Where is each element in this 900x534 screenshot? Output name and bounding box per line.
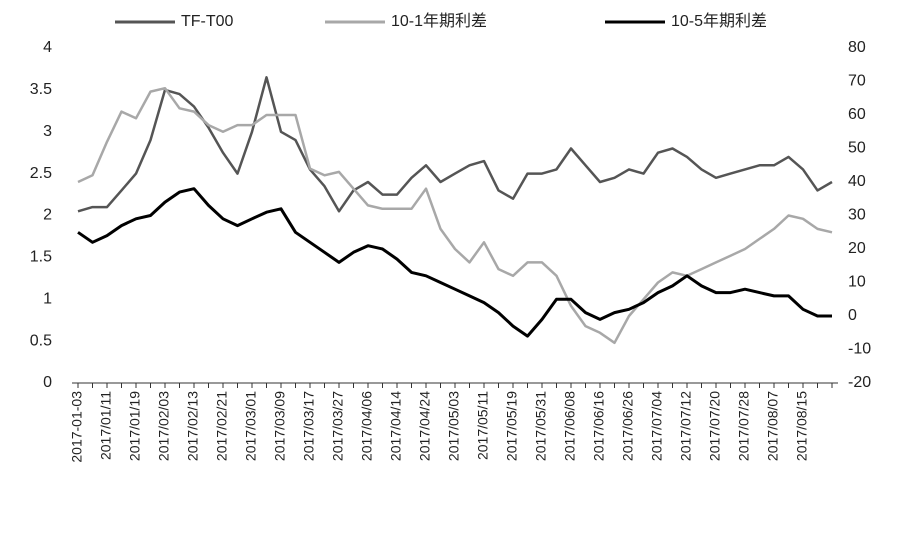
y-tick-label: 3: [43, 123, 52, 140]
y2-tick-label: 20: [848, 240, 866, 257]
y-tick-label: 0: [43, 374, 52, 391]
y-tick-label: 1: [43, 290, 52, 307]
x-tick-label: 2017/05/03: [446, 391, 462, 461]
x-tick-label: 2017/07/12: [678, 391, 694, 461]
series-line: [77, 187, 832, 338]
x-tick-label: 2017/06/08: [562, 391, 578, 461]
y2-tick-label: -10: [848, 341, 871, 358]
x-tick-label: 2017/05/11: [475, 391, 491, 460]
x-tick-label: 2017/07/20: [707, 391, 723, 461]
y2-tick-label: -20: [848, 374, 871, 391]
x-tick-label: 2017-01-03: [69, 391, 85, 463]
y2-tick-label: 10: [848, 274, 866, 291]
y2-tick-label: 40: [848, 173, 866, 190]
x-tick-label: 2017/02/13: [185, 391, 201, 461]
y2-tick-label: 80: [848, 39, 866, 56]
y-tick-label: 4: [43, 39, 52, 56]
x-tick-label: 2017/01/11: [98, 391, 114, 460]
x-tick-label: 2017/06/16: [591, 391, 607, 461]
x-tick-label: 2017/03/01: [243, 391, 259, 461]
x-tick-label: 2017/03/09: [272, 391, 288, 461]
y2-tick-label: 70: [848, 73, 866, 90]
y-tick-label: 2: [43, 207, 52, 224]
x-tick-label: 2017/07/04: [649, 391, 665, 461]
x-tick-label: 2017/07/28: [736, 391, 752, 461]
y-tick-label: 0.5: [30, 332, 52, 349]
x-tick-label: 2017/01/19: [127, 391, 143, 461]
x-tick-label: 2017/03/17: [301, 391, 317, 461]
y2-tick-label: 60: [848, 106, 866, 123]
x-tick-label: 2017/03/27: [330, 391, 346, 461]
legend-label: 10-5年期利差: [671, 12, 767, 30]
y-tick-label: 1.5: [30, 249, 52, 266]
y-tick-label: 2.5: [30, 165, 52, 182]
x-tick-label: 2017/05/19: [504, 391, 520, 461]
x-tick-label: 2017/04/14: [388, 391, 404, 461]
x-tick-label: 2017/02/03: [156, 391, 172, 461]
y2-tick-label: 50: [848, 140, 866, 157]
series-line: [77, 86, 833, 345]
x-tick-label: 2017/06/26: [620, 391, 636, 461]
legend-label: TF-T00: [181, 13, 234, 30]
x-tick-label: 2017/08/07: [765, 391, 781, 461]
series-line: [77, 76, 833, 213]
x-tick-label: 2017/02/21: [214, 391, 230, 461]
y2-tick-label: 30: [848, 207, 866, 224]
x-tick-label: 2017/04/24: [417, 391, 433, 461]
legend-label: 10-1年期利差: [391, 12, 487, 30]
x-tick-label: 2017/08/15: [794, 391, 810, 461]
y-tick-label: 3.5: [30, 81, 52, 98]
y2-tick-label: 0: [848, 307, 857, 324]
x-tick-label: 2017/04/06: [359, 391, 375, 461]
x-tick-label: 2017/05/31: [533, 391, 549, 461]
